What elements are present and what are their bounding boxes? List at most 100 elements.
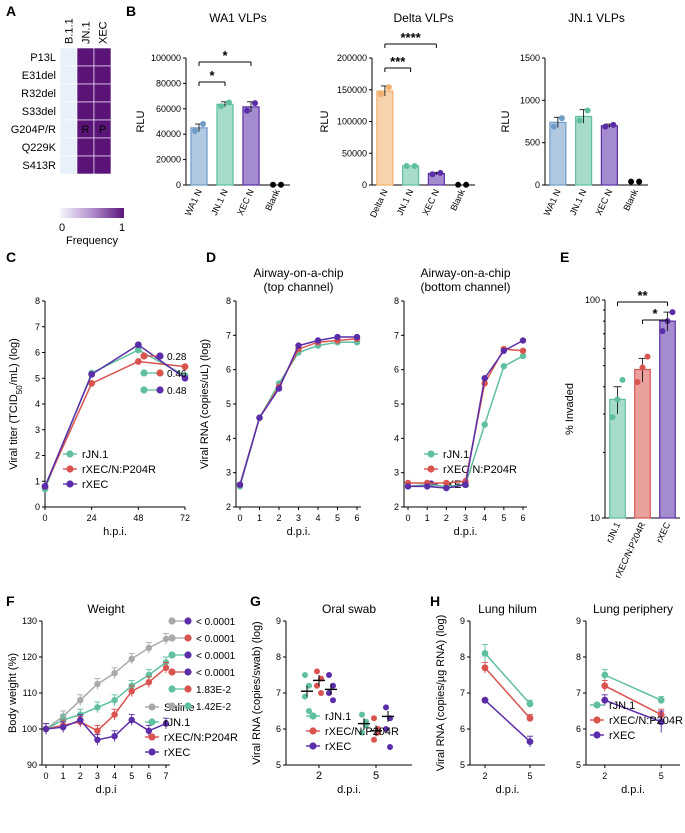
data-point [218,103,224,110]
data-point [128,716,135,724]
x-category-label: XEC N [593,188,614,217]
y-axis-label: Body weight (%) [7,653,19,733]
x-axis-label: d.p.i. [454,526,478,538]
data-point [66,450,74,458]
y-tick-label: 3 [394,468,399,478]
x-category-label: rJN.1 [604,521,622,545]
x-category-label: Blank [263,187,282,212]
data-point [88,370,96,378]
pvalue-text: 0.48 [167,386,187,397]
legend-label: rXEC/N:P204R [609,715,683,727]
heatmap-row-label: S413R [22,160,56,172]
y-tick-label: 50000 [342,148,367,158]
y-tick-label: 4 [394,433,399,443]
legend-label: rXEC [164,747,190,759]
y-tick-label: 6 [35,348,40,358]
data-point [148,748,156,756]
significance-label: * [222,48,228,63]
data-point [59,724,67,731]
bar [216,103,234,186]
x-tick-label: 4 [482,513,487,523]
data-point [644,353,651,360]
data-point [636,178,643,185]
x-tick-label: 1 [425,513,430,523]
y-axis-label: RLU [500,110,512,132]
data-point [326,672,332,678]
heatmap-cell [93,137,112,157]
y-tick-label: 100 [585,295,600,305]
chart-subtitle: (bottom channel) [420,280,510,294]
bar [402,165,420,186]
y-tick-label: 6 [276,724,281,734]
data-point [404,483,412,490]
x-tick-label: 3 [463,513,468,523]
data-point [602,123,609,130]
legend-label: rJN.1 [325,711,351,723]
x-category-label: WA1 N [183,188,204,218]
significance-label: ** [637,288,648,303]
y-axis-label: RLU [135,110,147,132]
heatmap-cell-text: P [99,124,106,136]
x-category-label: JN.1 N [209,188,230,217]
data-point [309,727,317,735]
data-point [443,484,450,492]
data-point [639,364,646,371]
data-point [168,668,176,676]
x-category-label: XEC N [420,188,441,217]
legend-label: rXEC/N:P204R [164,732,238,744]
legend-label: rXEC [325,741,351,753]
x-category-label: JN.1 N [395,188,416,217]
data-point [330,697,336,704]
heatmap-cell [59,137,78,157]
data-point [334,333,341,341]
y-tick-label: 3 [35,425,40,435]
data-point [526,700,534,708]
chart-title: Airway-on-a-chip [420,266,510,280]
data-point [270,181,276,188]
data-point [455,181,462,188]
bar [575,115,593,186]
x-tick-label: 0 [42,513,47,523]
y-tick-label: 7 [394,330,399,340]
heatmap-cell [59,119,78,139]
x-category-label: WA1 N [542,188,563,218]
y-tick-label: 200000 [337,53,367,63]
panel-label-e: E [560,249,569,265]
data-point [162,664,170,671]
data-point [318,690,324,696]
pvalue-text: 0.28 [167,352,187,363]
bar [376,90,394,186]
y-tick-label: 5 [226,399,231,409]
data-point [481,664,489,672]
y-axis-label: Viral RNA (copies/µg RNA) (log) [435,615,447,772]
legend-label: Frequency [66,235,118,247]
legend-label: rJN.1 [164,717,190,729]
panel-label-a: A [6,3,16,19]
panel-label-b: B [126,3,136,19]
x-tick-label: 4 [112,771,117,781]
panel-label-f: F [6,593,15,609]
y-tick-label: 120 [22,652,37,662]
x-category-label: JN.1 N [568,188,589,217]
x-tick-label: 4 [315,513,320,523]
data-point [359,711,365,718]
data-point [111,733,118,740]
x-tick-label: 3 [296,513,301,523]
chart-g: 5 6 7 8 9 Viral RNA (copies/swab) (log) Oral s… [251,602,412,796]
y-tick-label: 8 [460,652,465,662]
significance-label: * [209,68,215,83]
data-point [302,672,308,678]
data-point [162,635,170,643]
data-point [184,634,192,642]
y-tick-label: 4 [35,399,40,409]
heatmap-row-label: S33del [22,106,56,118]
x-tick-label: 6 [520,513,525,523]
legend-min: 0 [59,222,65,234]
series-line [408,348,524,484]
data-point [500,363,508,370]
chart-d1: 2 3 4 5 6 7 8 Viral RNA (copies/uL) (log) 0 1 2 3 4 5… [199,266,517,538]
data-point [619,376,626,383]
heatmap-cell [76,137,95,157]
heatmap-cell [93,83,112,103]
y-tick-label: 8 [576,652,581,662]
